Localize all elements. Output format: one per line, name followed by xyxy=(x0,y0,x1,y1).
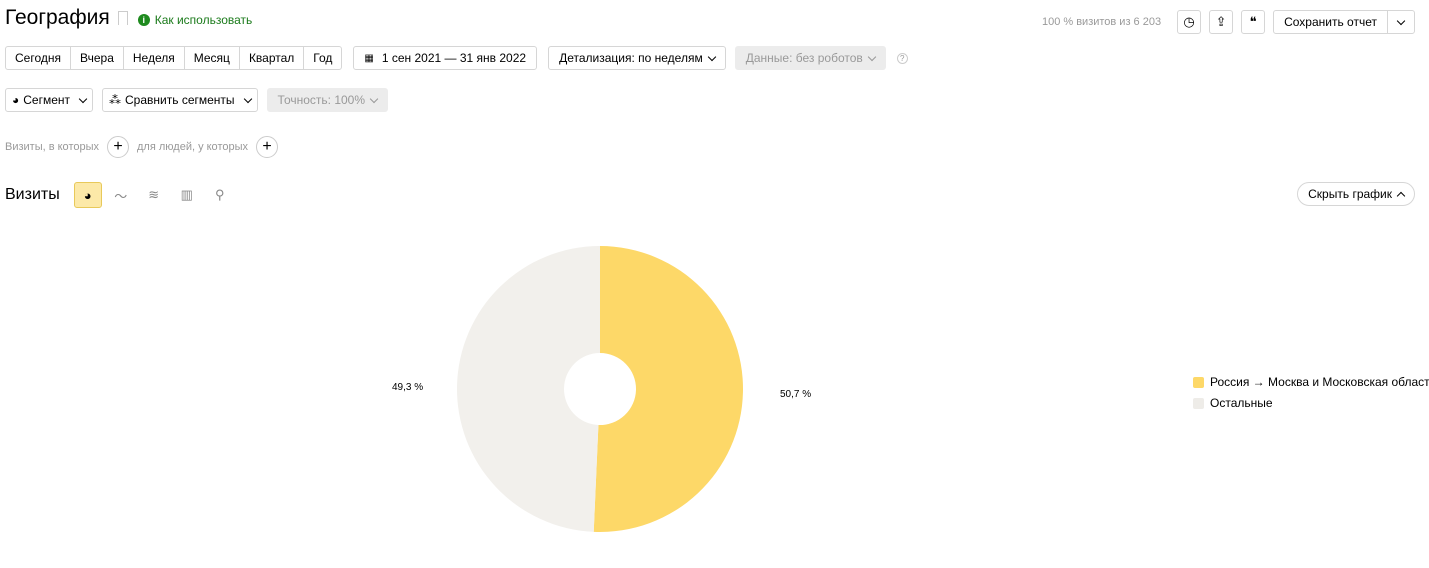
add-people-filter-button[interactable]: + xyxy=(256,136,278,158)
slice-label-others: 49,3 % xyxy=(392,382,424,393)
pie-icon: ◕ xyxy=(12,93,20,107)
period-yesterday[interactable]: Вчера xyxy=(71,47,124,69)
visits-filter-label: Визиты, в которых xyxy=(5,141,99,153)
view-bar-button[interactable]: ▥ xyxy=(173,182,201,208)
data-filter-label: Данные: без роботов xyxy=(745,51,863,65)
segment-label: Сегмент xyxy=(23,93,71,107)
period-week[interactable]: Неделя xyxy=(124,47,185,69)
chart-header: Визиты ◕ 〜 ≋ ▥ ⚲ xyxy=(5,182,234,208)
legend-label: Россия → Москва и Московская область xyxy=(1210,375,1429,389)
period-selector: Сегодня Вчера Неделя Месяц Квартал Год xyxy=(5,46,343,70)
save-report-group: Сохранить отчет xyxy=(1273,10,1415,34)
data-filter-dropdown[interactable]: Данные: без роботов xyxy=(734,46,886,70)
bookmark-icon[interactable] xyxy=(117,11,128,25)
accuracy-label: Точность: 100% xyxy=(277,93,366,107)
line-chart-icon: 〜 xyxy=(114,188,128,204)
pie-icon: ◕ xyxy=(83,187,92,203)
quote-icon: ❝ xyxy=(1249,14,1257,29)
detail-dropdown[interactable]: Детализация: по неделям xyxy=(548,46,726,70)
compare-segments-dropdown[interactable]: ⁂ Сравнить сегменты xyxy=(102,88,258,112)
compare-label: Сравнить сегменты xyxy=(125,93,235,107)
pie-slice-0[interactable] xyxy=(593,246,744,532)
view-map-button[interactable]: ⚲ xyxy=(206,182,234,208)
period-today[interactable]: Сегодня xyxy=(6,47,71,69)
slice-label-moscow: 50,7 % xyxy=(780,389,812,400)
how-to-link[interactable]: i Как использовать xyxy=(137,13,253,27)
legend-item-others[interactable]: Остальные xyxy=(1193,396,1273,410)
add-visit-filter-button[interactable]: + xyxy=(107,136,129,158)
area-chart-icon: ≋ xyxy=(148,187,160,202)
period-year[interactable]: Год xyxy=(313,51,333,65)
hide-chart-label: Скрыть график xyxy=(1308,187,1392,201)
toolbar-row-1: Сегодня Вчера Неделя Месяц Квартал Год ▦… xyxy=(5,46,908,70)
clock-icon: ◷ xyxy=(1183,14,1195,29)
header-actions: 100 % визитов из 6 203 ◷ ⇪ ❝ Сохранить о… xyxy=(1042,10,1415,34)
date-range-button[interactable]: ▦ 1 сен 2021 — 31 янв 2022 xyxy=(353,46,538,70)
how-to-label: Как использовать xyxy=(154,13,253,27)
period-quarter[interactable]: Квартал xyxy=(240,47,305,69)
view-pie-button[interactable]: ◕ xyxy=(73,182,102,208)
period-month[interactable]: Месяц xyxy=(185,47,240,69)
pie-slice-1[interactable] xyxy=(457,246,600,532)
segment-dropdown[interactable]: ◕ Сегмент xyxy=(5,88,94,112)
legend-checkbox[interactable] xyxy=(1193,376,1204,388)
accuracy-dropdown[interactable]: Точность: 100% xyxy=(266,88,389,112)
view-area-button[interactable]: ≋ xyxy=(140,182,168,208)
upload-icon: ⇪ xyxy=(1215,14,1227,29)
save-report-button[interactable]: Сохранить отчет xyxy=(1274,11,1388,33)
help-icon[interactable]: ? xyxy=(896,52,908,64)
calendar-icon: ▦ xyxy=(364,52,374,64)
drops-icon: ⁂ xyxy=(109,93,122,107)
map-pin-icon: ⚲ xyxy=(214,187,225,202)
hide-chart-button[interactable]: Скрыть график xyxy=(1297,182,1415,206)
info-icon: i xyxy=(137,14,150,26)
people-filter-label: для людей, у которых xyxy=(137,141,248,153)
view-line-button[interactable]: 〜 xyxy=(107,182,135,208)
legend-item-moscow[interactable]: Россия → Москва и Московская область xyxy=(1193,375,1429,389)
date-range-label: 1 сен 2021 — 31 янв 2022 xyxy=(381,51,527,65)
filters-row: Визиты, в которых + для людей, у которых… xyxy=(5,136,278,158)
visits-info: 100 % визитов из 6 203 xyxy=(1041,16,1162,28)
detail-label: Детализация: по неделям xyxy=(559,51,703,65)
bar-chart-icon: ▥ xyxy=(180,187,193,202)
page-title: География xyxy=(5,6,128,30)
chart-title: Визиты xyxy=(5,186,60,203)
comments-button[interactable]: ❝ xyxy=(1241,10,1266,34)
legend-checkbox[interactable] xyxy=(1193,397,1204,409)
title-text: География xyxy=(5,6,110,29)
legend-label: Остальные xyxy=(1210,396,1273,410)
title-row: География i Как использовать xyxy=(5,6,252,30)
export-button[interactable]: ⇪ xyxy=(1209,10,1234,34)
toolbar-row-2: ◕ Сегмент ⁂ Сравнить сегменты Точность: 10… xyxy=(5,88,389,112)
history-button[interactable]: ◷ xyxy=(1177,10,1202,34)
